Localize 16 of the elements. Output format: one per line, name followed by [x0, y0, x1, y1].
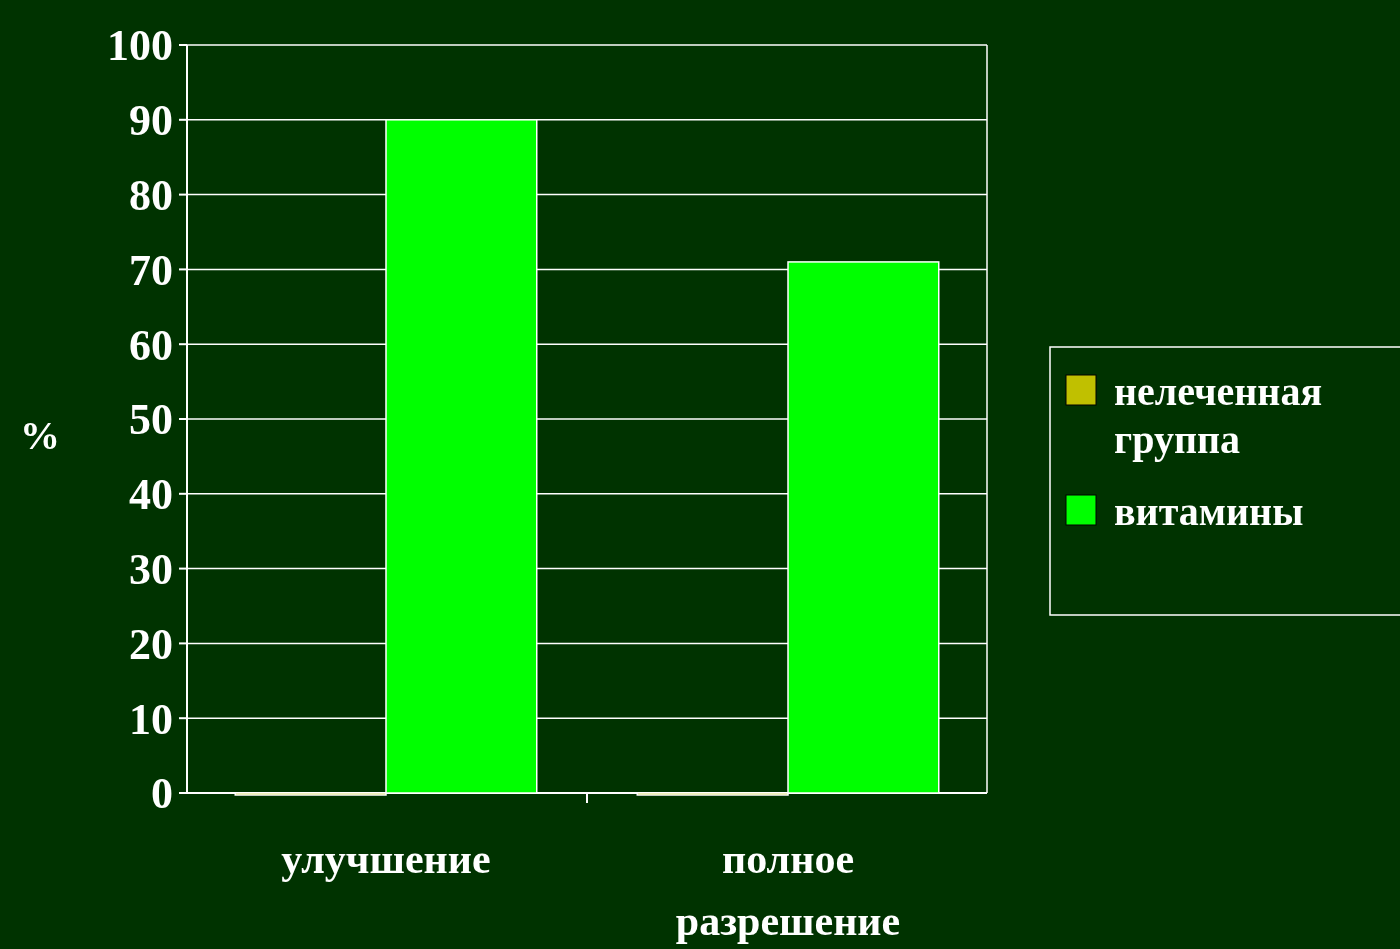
- y-tick-label: 30: [129, 545, 173, 594]
- y-tick-label: 100: [107, 21, 173, 71]
- y-tick-label: 20: [129, 619, 173, 669]
- y-tick-label: 0: [151, 769, 173, 819]
- y-tick-label: 60: [129, 320, 173, 370]
- y-tick-label: 10: [129, 694, 173, 744]
- y-tick-label: 50: [129, 395, 173, 445]
- y-tick-label: 40: [129, 470, 173, 520]
- y-axis-title: %: [20, 413, 60, 458]
- x-tick-label: улучшение: [281, 836, 491, 882]
- legend-label: витамины: [1114, 489, 1304, 534]
- y-tick-label: 70: [129, 245, 173, 295]
- y-tick-label: 80: [129, 171, 173, 220]
- x-tick-label: полное разрешение: [675, 836, 901, 944]
- legend-label: нелеченная группа: [1114, 369, 1323, 462]
- y-tick-label: 90: [129, 96, 173, 146]
